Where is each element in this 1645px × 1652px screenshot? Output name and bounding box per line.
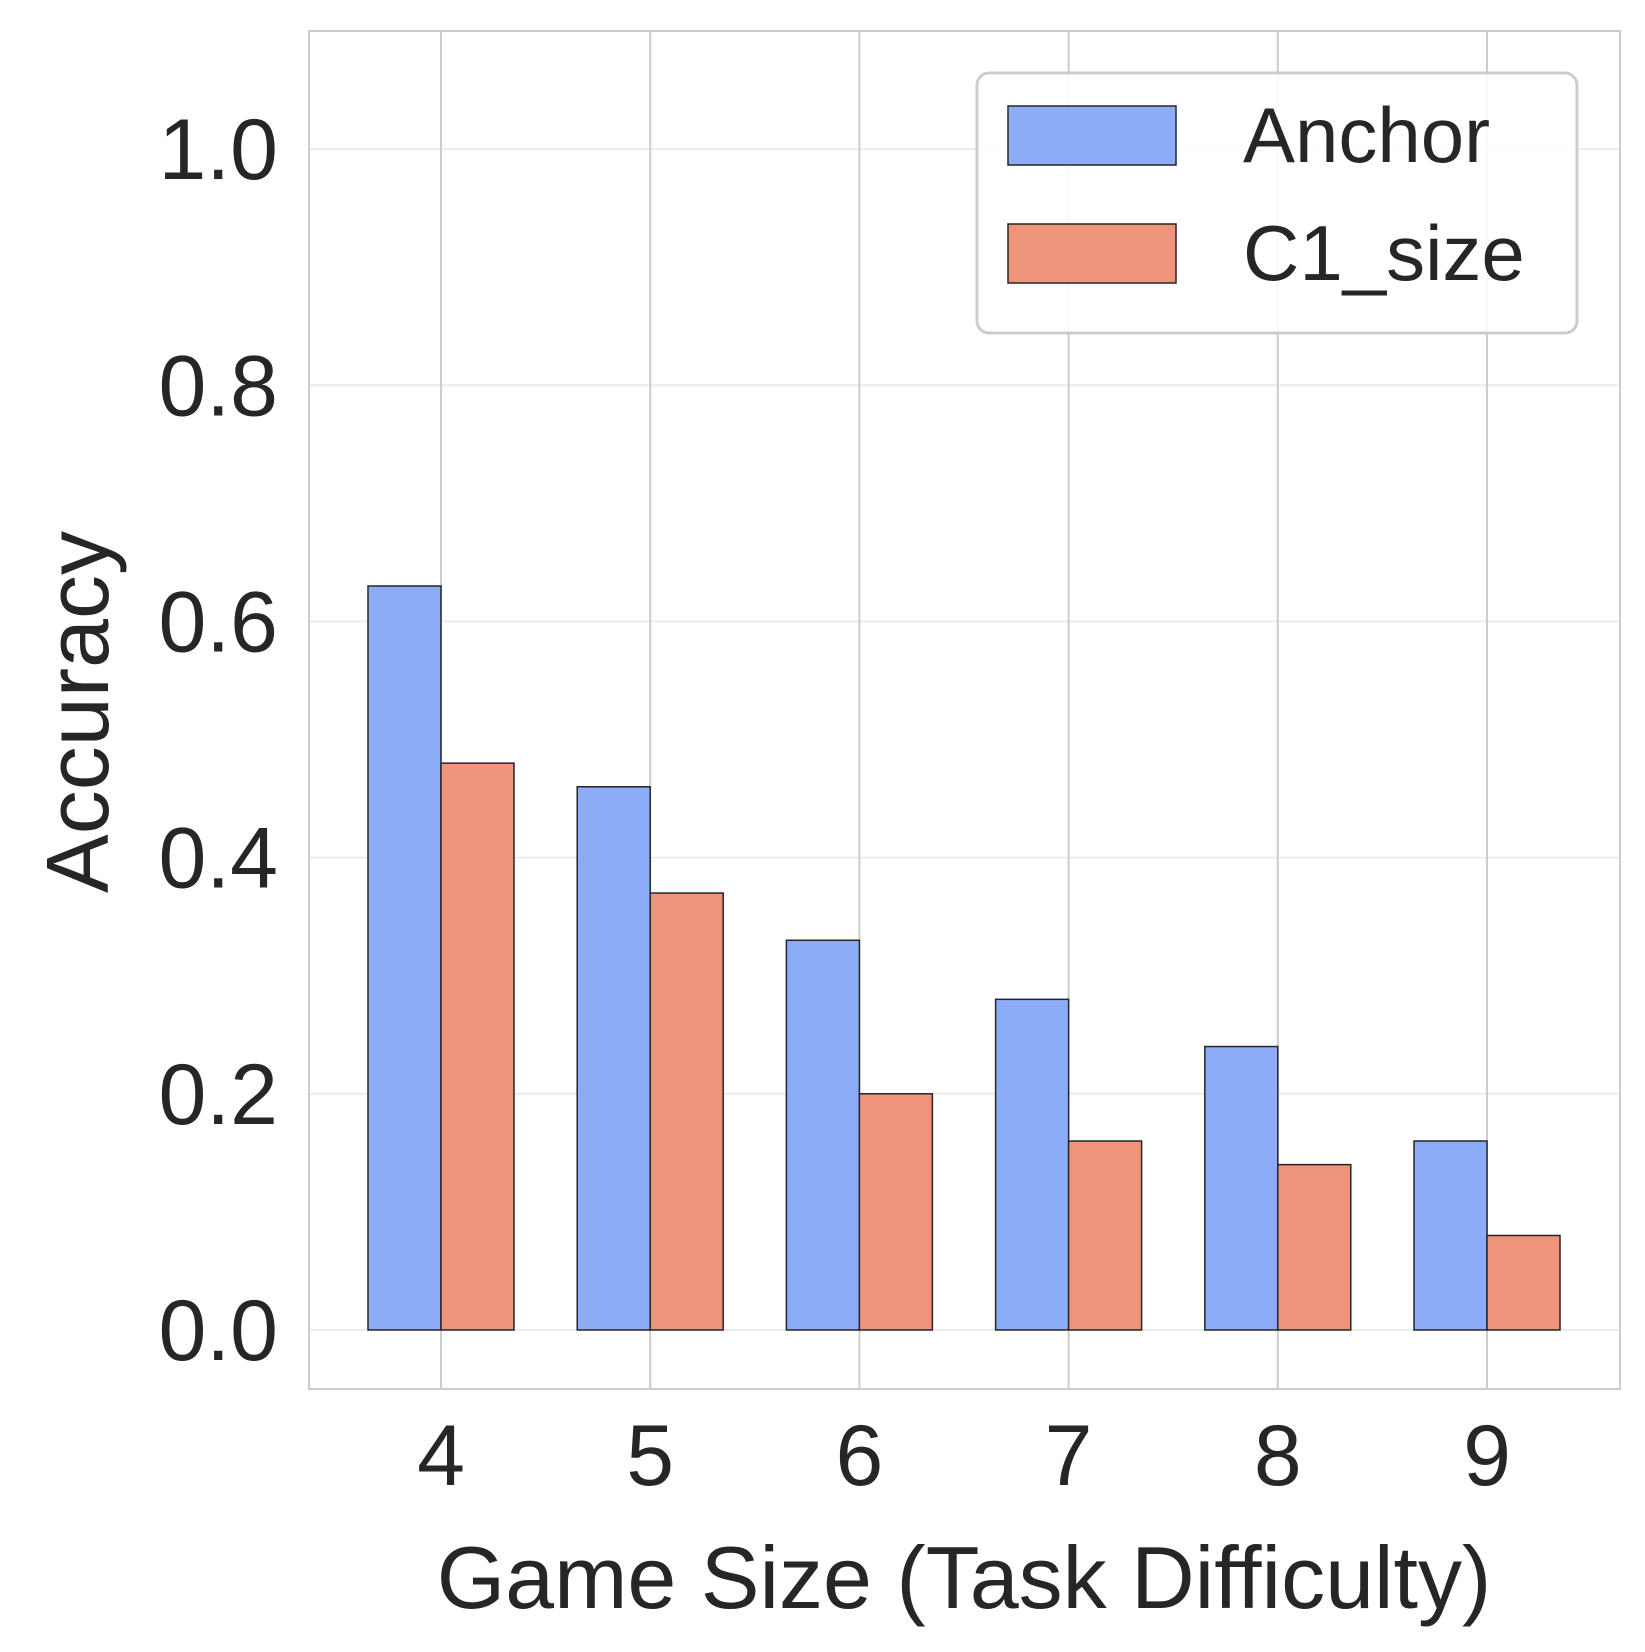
bars — [367, 585, 1561, 1331]
legend-label-c1-size: C1_size — [1243, 209, 1525, 297]
y-tick-labels: 0.0 0.2 0.4 0.6 0.8 1.0 — [158, 102, 278, 1379]
x-tick-labels: 4 5 6 7 8 9 — [417, 1408, 1511, 1504]
plot-frame — [308, 30, 1621, 1390]
bar-c1-size-5 — [649, 892, 724, 1331]
bar-anchor-7 — [994, 998, 1070, 1331]
x-tick-label: 8 — [1254, 1408, 1302, 1504]
legend: Anchor C1_size — [975, 71, 1579, 335]
bar-c1-size-4 — [440, 762, 515, 1331]
x-tick-label: 7 — [1045, 1408, 1093, 1504]
bar-anchor-5 — [576, 786, 651, 1331]
bar-c1-size-6 — [858, 1093, 934, 1331]
x-tick-label: 9 — [1463, 1408, 1511, 1504]
y-tick-label: 1.0 — [158, 102, 278, 198]
bar-anchor-4 — [367, 585, 442, 1331]
legend-swatch-anchor — [1007, 105, 1177, 166]
legend-swatch-c1-size — [1007, 223, 1177, 284]
y-tick-label: 0.6 — [158, 574, 278, 670]
y-axis-label: Accuracy — [28, 531, 127, 893]
y-tick-label: 0.2 — [158, 1047, 278, 1143]
bar-anchor-6 — [785, 939, 861, 1331]
legend-label-anchor: Anchor — [1243, 91, 1490, 179]
bar-c1-size-8 — [1277, 1163, 1352, 1331]
x-tick-label: 6 — [835, 1408, 883, 1504]
y-tick-label: 0.8 — [158, 338, 278, 434]
bar-anchor-9 — [1413, 1140, 1488, 1331]
y-tick-label: 0.0 — [158, 1283, 278, 1379]
x-axis-label: Game Size (Task Difficulty) — [437, 1528, 1492, 1627]
bar-anchor-8 — [1204, 1045, 1279, 1331]
x-tick-label: 4 — [417, 1408, 465, 1504]
bar-c1-size-7 — [1067, 1140, 1143, 1331]
bar-c1-size-9 — [1486, 1234, 1561, 1331]
y-tick-label: 0.4 — [158, 811, 278, 907]
x-tick-label: 5 — [626, 1408, 674, 1504]
